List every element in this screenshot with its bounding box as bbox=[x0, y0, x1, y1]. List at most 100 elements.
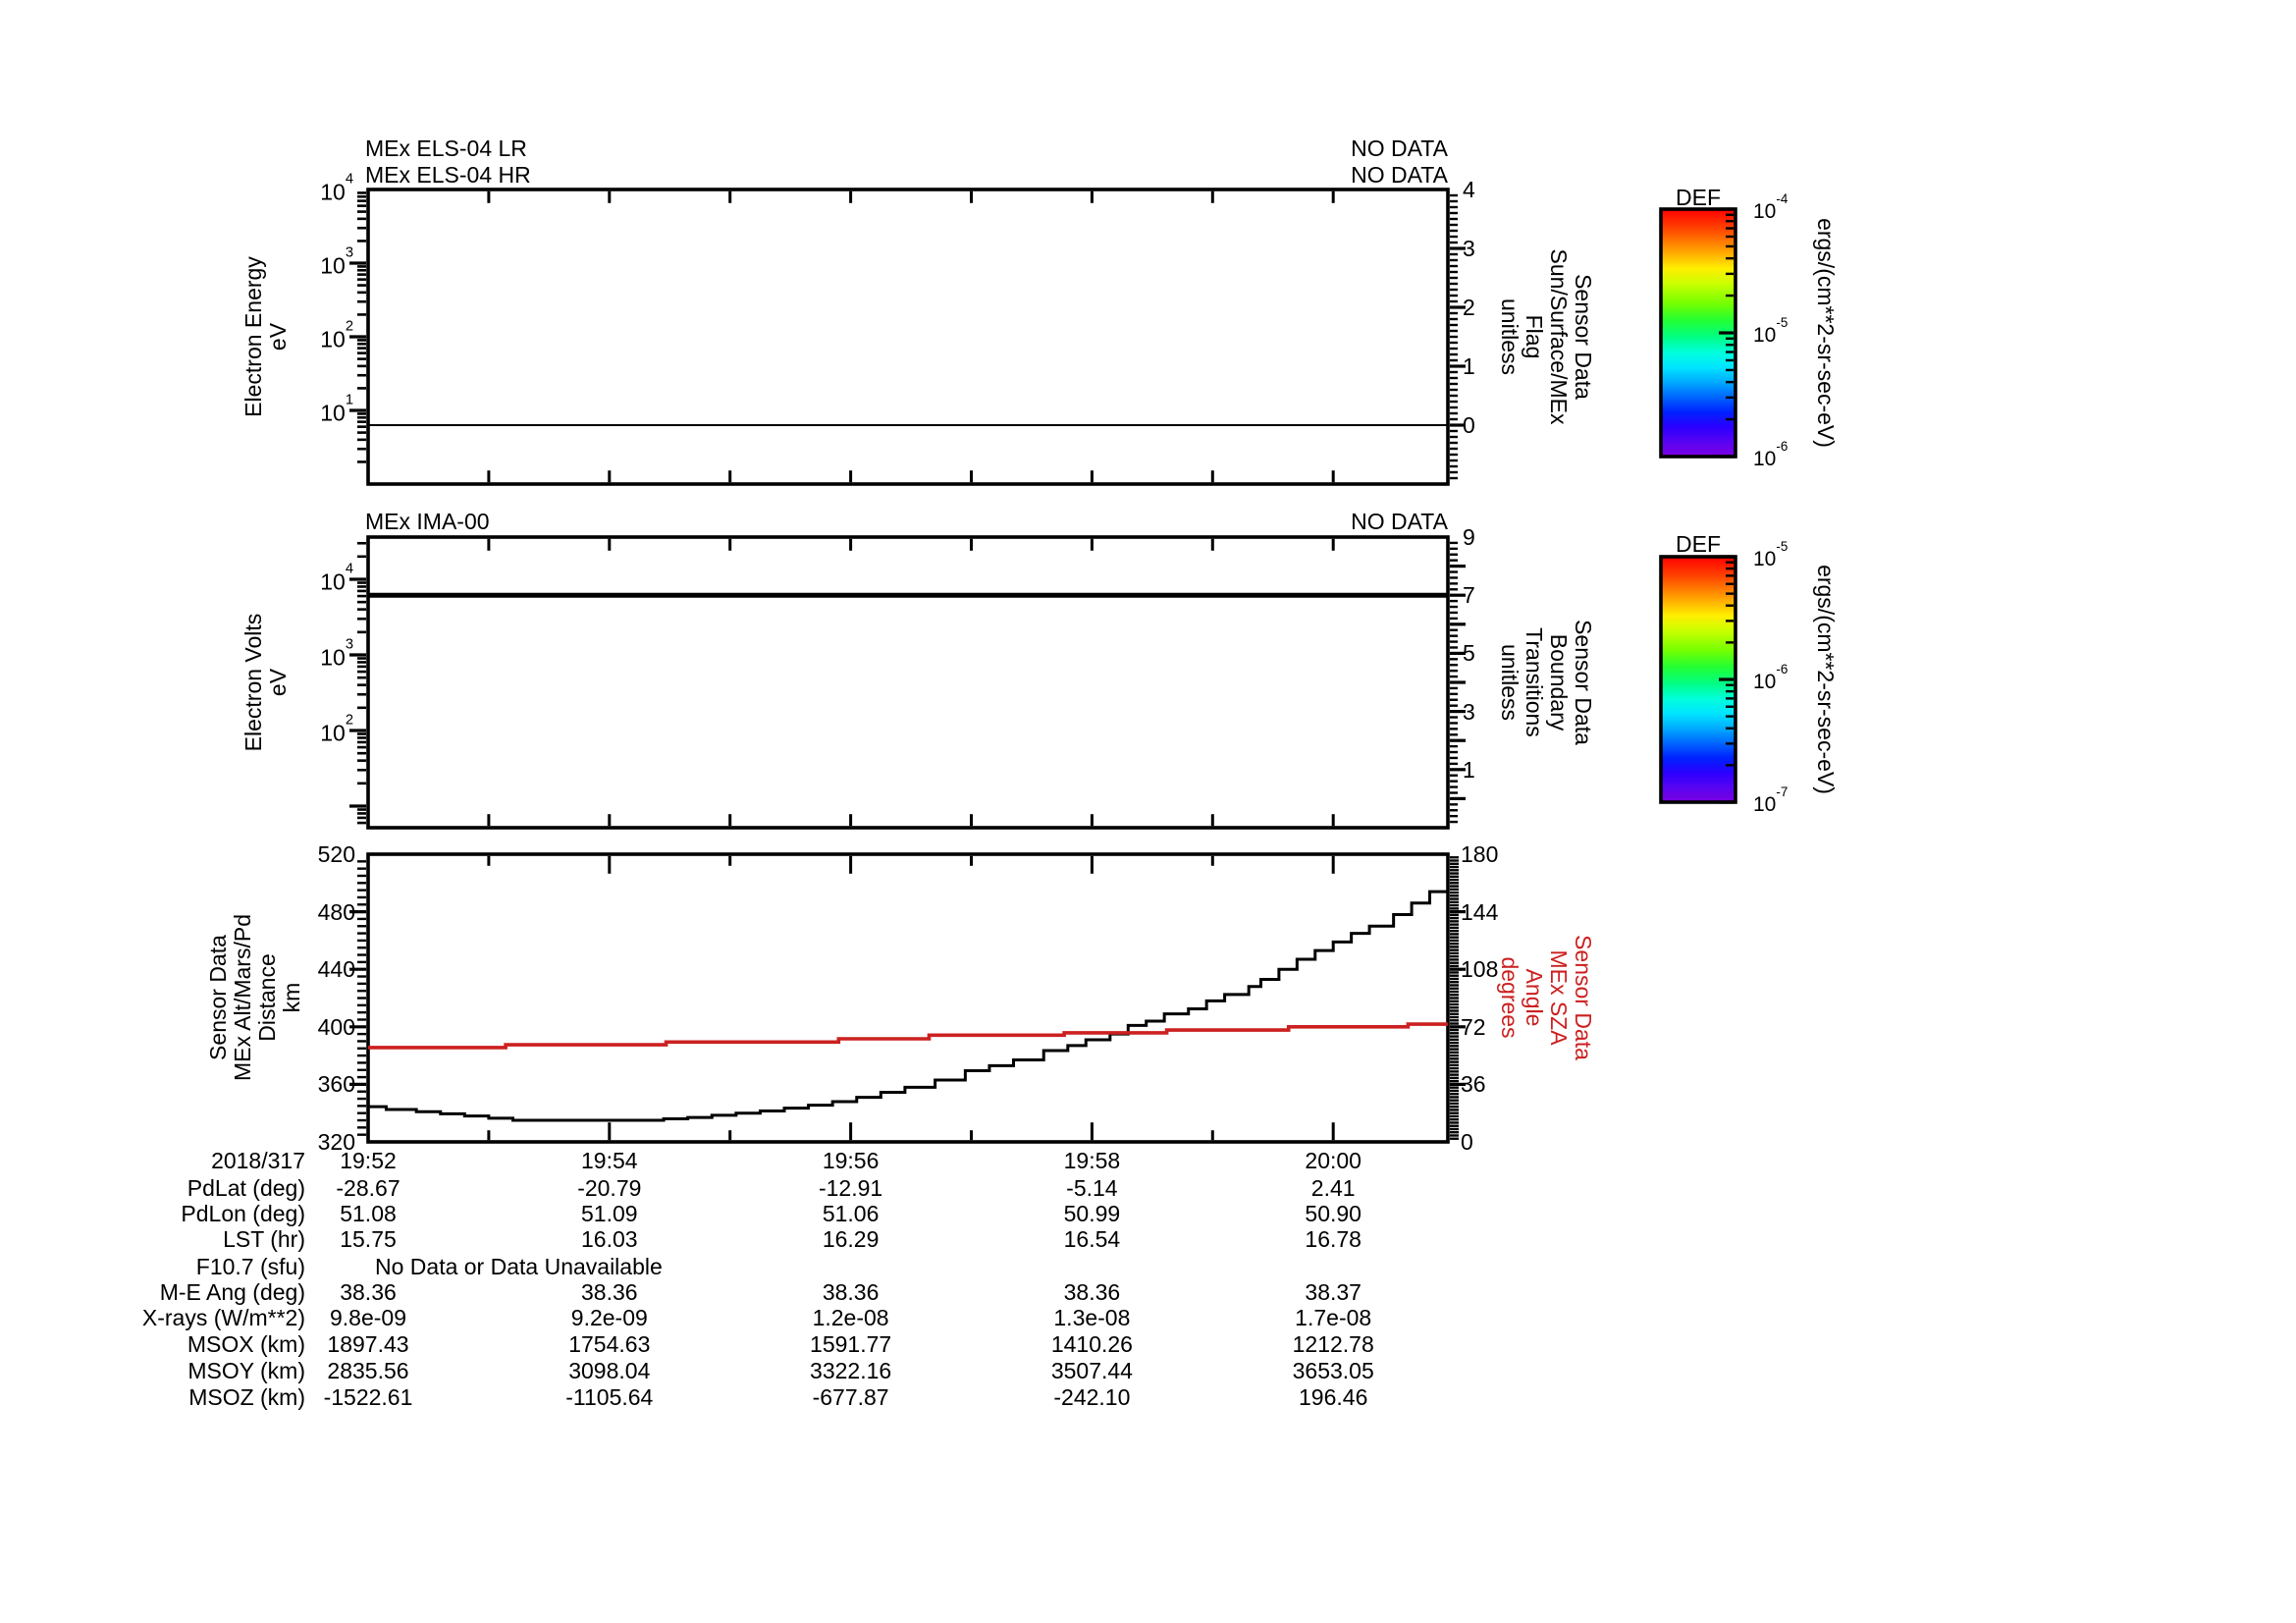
x-axis-time-label: 19:56 bbox=[822, 1148, 880, 1173]
table-cell-value: -677.87 bbox=[812, 1384, 889, 1410]
p1-right-tick-label: 4 bbox=[1463, 177, 1475, 202]
table-cell-value: 38.36 bbox=[581, 1279, 638, 1305]
table-cell-value: 2835.56 bbox=[327, 1358, 409, 1383]
table-cell-value: 3507.44 bbox=[1050, 1358, 1133, 1383]
table-cell-value: 51.06 bbox=[822, 1201, 880, 1226]
panel1-title-hr: MEx ELS-04 HR bbox=[365, 162, 531, 188]
panel3-left-axis-label: Sensor Data MEx Alt/Mars/Pd Distance km bbox=[205, 840, 304, 1155]
p2-right-tick-label: 5 bbox=[1463, 640, 1475, 667]
p3-right-tick-label: 144 bbox=[1461, 898, 1499, 925]
colorbar2-tick-label: 10-7 bbox=[1753, 784, 1789, 816]
table-row-label: MSOX (km) bbox=[187, 1331, 305, 1357]
x-axis-time-label: 19:58 bbox=[1063, 1148, 1121, 1173]
p2-right-tick-label: 3 bbox=[1463, 698, 1475, 725]
p3-left-tick-label: 480 bbox=[317, 898, 355, 925]
colorbar1-tick-label: 10-4 bbox=[1753, 190, 1789, 223]
table-row-label: 2018/317 bbox=[211, 1148, 305, 1173]
p3-left-tick-label: 440 bbox=[317, 956, 355, 983]
table-span-value: No Data or Data Unavailable bbox=[375, 1254, 663, 1279]
table-cell-value: 16.78 bbox=[1305, 1226, 1362, 1252]
p2-left-tick-label: 104 bbox=[320, 561, 353, 595]
table-cell-value: -1105.64 bbox=[565, 1384, 654, 1410]
p3-left-tick-label: 360 bbox=[317, 1071, 355, 1098]
panel2-right-axis-label: Sensor Data Boundary Transitions unitles… bbox=[1497, 525, 1596, 839]
axis-label-line: unitless bbox=[1497, 298, 1522, 375]
table-cell-value: 1410.26 bbox=[1050, 1331, 1133, 1357]
axis-label-line: eV bbox=[265, 668, 291, 697]
axis-label-line: MEx SZA bbox=[1546, 949, 1572, 1046]
table-row-label: M-E Ang (deg) bbox=[159, 1279, 305, 1305]
table-cell-value: 51.09 bbox=[581, 1201, 638, 1226]
axis-label-line: Sensor Data bbox=[1571, 935, 1596, 1060]
axis-label-line: Angle bbox=[1522, 968, 1547, 1027]
axis-label-line: Boundary bbox=[1546, 633, 1572, 731]
table-cell-value: 16.03 bbox=[581, 1226, 638, 1252]
colorbar2-unit-label: ergs/(cm**2-sr-sec-eV) bbox=[1813, 513, 1840, 846]
p1-right-tick-label: 2 bbox=[1463, 295, 1475, 320]
panel2-frame bbox=[366, 535, 1450, 830]
colorbar1-unit-label: ergs/(cm**2-sr-sec-eV) bbox=[1813, 166, 1840, 500]
p3-right-tick-label: 72 bbox=[1461, 1013, 1486, 1040]
table-row-label: F10.7 (sfu) bbox=[195, 1254, 305, 1279]
axis-label-line: Electron Volts bbox=[240, 613, 266, 752]
p3-right-tick-label: 0 bbox=[1461, 1129, 1473, 1155]
table-row-label: MSOZ (km) bbox=[188, 1384, 305, 1410]
p3-left-tick-label: 400 bbox=[317, 1013, 355, 1040]
table-cell-value: 1754.63 bbox=[568, 1331, 651, 1357]
colorbar2 bbox=[1659, 555, 1737, 804]
axis-label-line: Sun/Surface/MEx bbox=[1546, 248, 1572, 425]
table-cell-value: -28.67 bbox=[336, 1175, 400, 1201]
table-row-label: X-rays (W/m**2) bbox=[141, 1305, 305, 1330]
table-cell-value: 1212.78 bbox=[1292, 1331, 1374, 1357]
p1-left-tick-label: 101 bbox=[320, 392, 353, 426]
axis-label-line: degrees bbox=[1497, 956, 1522, 1039]
x-axis-time-label: 19:54 bbox=[581, 1148, 638, 1173]
table-row-label: LST (hr) bbox=[223, 1226, 305, 1252]
axis-label-line: ergs/(cm**2-sr-sec-eV) bbox=[1813, 218, 1840, 448]
table-cell-value: 1.3e-08 bbox=[1053, 1305, 1131, 1330]
table-cell-value: 1.2e-08 bbox=[812, 1305, 889, 1330]
table-cell-value: 9.8e-09 bbox=[329, 1305, 407, 1330]
sza-curve bbox=[368, 1022, 1448, 1050]
p1-right-tick-label: 1 bbox=[1463, 353, 1475, 379]
axis-label-line: MEx Alt/Mars/Pd bbox=[230, 914, 255, 1081]
p3-left-tick-label: 320 bbox=[317, 1129, 355, 1155]
p3-right-tick-label: 180 bbox=[1461, 841, 1499, 867]
panel1-nodata-hr: NO DATA bbox=[1351, 162, 1448, 188]
panel3-frame bbox=[366, 852, 1450, 1144]
x-axis-time-label: 19:52 bbox=[340, 1148, 397, 1173]
colorbar1-title: DEF bbox=[1676, 185, 1721, 210]
colorbar1-tick-label: 10-5 bbox=[1753, 314, 1789, 347]
table-cell-value: 1.7e-08 bbox=[1295, 1305, 1372, 1330]
panel3-right-axis-label-sza: Sensor Data MEx SZA Angle degrees bbox=[1497, 840, 1596, 1155]
table-cell-value: 38.36 bbox=[822, 1279, 880, 1305]
axis-label-line: Flag bbox=[1522, 314, 1547, 359]
colorbar2-tick-label: 10-6 bbox=[1753, 661, 1789, 693]
table-cell-value: 50.99 bbox=[1063, 1201, 1121, 1226]
colorbar2-tick-label: 10-5 bbox=[1753, 538, 1789, 570]
panel2-left-axis-label: Electron Volts eV bbox=[240, 525, 291, 839]
panel1-frame bbox=[366, 188, 1450, 486]
panel1-right-axis-label: Sensor Data Sun/Surface/MEx Flag unitles… bbox=[1497, 180, 1596, 494]
axis-label-line: Electron Energy bbox=[240, 256, 266, 417]
table-cell-value: -242.10 bbox=[1053, 1384, 1131, 1410]
table-cell-value: 51.08 bbox=[340, 1201, 397, 1226]
colorbar2-title: DEF bbox=[1676, 531, 1721, 557]
p2-left-tick-label: 102 bbox=[320, 712, 353, 746]
p2-left-tick-label: 103 bbox=[320, 636, 353, 671]
axis-label-line: Transitions bbox=[1522, 627, 1547, 737]
table-cell-value: 15.75 bbox=[340, 1226, 397, 1252]
table-cell-value: 16.29 bbox=[822, 1226, 880, 1252]
table-cell-value: 3653.05 bbox=[1292, 1358, 1374, 1383]
panel1-left-axis-label: Electron Energy eV bbox=[240, 180, 291, 494]
axis-label-line: unitless bbox=[1497, 644, 1522, 721]
axis-label-line: Sensor Data bbox=[205, 935, 231, 1060]
axis-label-line: ergs/(cm**2-sr-sec-eV) bbox=[1813, 565, 1840, 794]
table-cell-value: 3098.04 bbox=[568, 1358, 651, 1383]
p1-left-tick-label: 104 bbox=[320, 171, 353, 205]
altitude-curve bbox=[368, 890, 1448, 1122]
axis-label-line: eV bbox=[265, 322, 291, 352]
p1-right-tick-label: 3 bbox=[1463, 236, 1475, 261]
p3-left-tick-label: 520 bbox=[317, 841, 355, 867]
